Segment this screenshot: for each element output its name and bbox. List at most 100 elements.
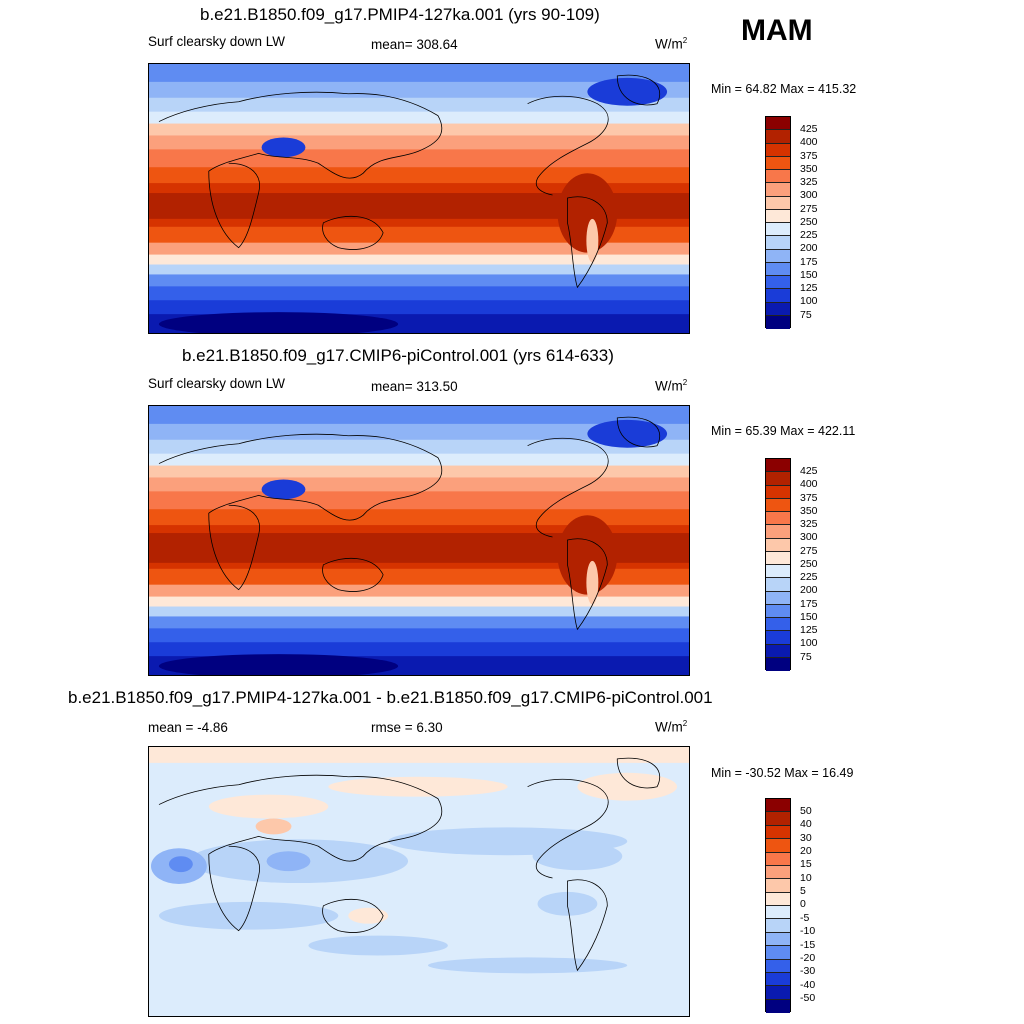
colorbar-1-swatch bbox=[766, 196, 790, 210]
colorbar-2-label: 225 bbox=[800, 571, 818, 583]
colorbar-1-swatch bbox=[766, 236, 790, 250]
colorbar-3-swatch bbox=[766, 946, 790, 960]
colorbar-1-swatch bbox=[766, 315, 790, 329]
colorbar-1-swatch bbox=[766, 117, 790, 131]
season-label: MAM bbox=[741, 14, 813, 47]
panel-2-map-field bbox=[149, 406, 689, 675]
panel-2-colorbar bbox=[765, 458, 791, 671]
colorbar-3-swatch bbox=[766, 906, 790, 920]
colorbar-3-label: -5 bbox=[800, 912, 810, 924]
panel-2-map bbox=[148, 405, 690, 676]
colorbar-2-label: 175 bbox=[800, 598, 818, 610]
colorbar-3-label: -10 bbox=[800, 925, 816, 937]
colorbar-2-swatch bbox=[766, 498, 790, 512]
colorbar-1-swatch bbox=[766, 289, 790, 303]
panel-2-units: W/m2 bbox=[655, 378, 688, 394]
colorbar-1-label: 125 bbox=[800, 282, 818, 294]
colorbar-2-label: 250 bbox=[800, 558, 818, 570]
colorbar-3-swatch bbox=[766, 825, 790, 840]
colorbar-2-swatch bbox=[766, 565, 790, 579]
colorbar-3-label: -30 bbox=[800, 965, 816, 977]
colorbar-1-swatch bbox=[766, 276, 790, 290]
colorbar-1-label: 175 bbox=[800, 256, 818, 268]
colorbar-2-swatch bbox=[766, 578, 790, 592]
colorbar-3-label: -15 bbox=[800, 939, 816, 951]
colorbar-1-label: 325 bbox=[800, 176, 818, 188]
panel-3-colorbar bbox=[765, 798, 791, 1013]
colorbar-2-label: 75 bbox=[800, 651, 812, 663]
colorbar-3-label: 0 bbox=[800, 898, 806, 910]
colorbar-1-label: 350 bbox=[800, 163, 818, 175]
panel-3-minmax: Min = -30.52 Max = 16.49 bbox=[711, 766, 854, 780]
colorbar-1-label: 425 bbox=[800, 123, 818, 135]
colorbar-3-swatch bbox=[766, 799, 790, 813]
colorbar-1-label: 150 bbox=[800, 269, 818, 281]
colorbar-1-swatch bbox=[766, 302, 790, 316]
colorbar-1-swatch bbox=[766, 209, 790, 223]
colorbar-2-label: 200 bbox=[800, 584, 818, 596]
panel-1-map bbox=[148, 63, 690, 334]
colorbar-3-label: 20 bbox=[800, 845, 812, 857]
colorbar-3-swatch bbox=[766, 972, 790, 987]
colorbar-1-label: 200 bbox=[800, 242, 818, 254]
colorbar-3-swatch bbox=[766, 986, 790, 1000]
colorbar-2-label: 400 bbox=[800, 478, 818, 490]
panel-1-map-field bbox=[149, 64, 689, 333]
colorbar-3-swatch bbox=[766, 812, 790, 826]
colorbar-2-swatch bbox=[766, 591, 790, 605]
colorbar-2-label: 125 bbox=[800, 624, 818, 636]
colorbar-3-label: 30 bbox=[800, 832, 812, 844]
colorbar-2-label: 350 bbox=[800, 505, 818, 517]
colorbar-2-label: 300 bbox=[800, 531, 818, 543]
colorbar-2-swatch bbox=[766, 512, 790, 526]
colorbar-1-label: 400 bbox=[800, 136, 818, 148]
colorbar-3-label: 50 bbox=[800, 805, 812, 817]
colorbar-2-swatch bbox=[766, 657, 790, 671]
colorbar-1-swatch bbox=[766, 143, 790, 157]
colorbar-1-swatch bbox=[766, 183, 790, 197]
colorbar-3-swatch bbox=[766, 959, 790, 973]
colorbar-3-label: 10 bbox=[800, 872, 812, 884]
colorbar-3-swatch bbox=[766, 892, 790, 906]
panel-1-minmax: Min = 64.82 Max = 415.32 bbox=[711, 82, 857, 96]
colorbar-1-label: 225 bbox=[800, 229, 818, 241]
colorbar-2-label: 100 bbox=[800, 637, 818, 649]
panel-2-variable-label: Surf clearsky down LW bbox=[148, 376, 286, 391]
panel-2-title: b.e21.B1850.f09_g17.CMIP6-piControl.001 … bbox=[182, 346, 614, 365]
colorbar-2-swatch bbox=[766, 472, 790, 486]
panel-1-colorbar bbox=[765, 116, 791, 329]
colorbar-1-swatch bbox=[766, 223, 790, 237]
colorbar-3-label: 5 bbox=[800, 885, 806, 897]
colorbar-2-label: 375 bbox=[800, 492, 818, 504]
colorbar-1-label: 100 bbox=[800, 295, 818, 307]
colorbar-2-label: 325 bbox=[800, 518, 818, 530]
colorbar-1-swatch bbox=[766, 170, 790, 184]
colorbar-3-label: -40 bbox=[800, 979, 816, 991]
panel-1-title: b.e21.B1850.f09_g17.PMIP4-127ka.001 (yrs… bbox=[200, 5, 600, 24]
colorbar-1-swatch bbox=[766, 156, 790, 170]
colorbar-2-label: 425 bbox=[800, 465, 818, 477]
panel-1-mean-label: mean= 308.64 bbox=[371, 37, 458, 52]
colorbar-3-swatch bbox=[766, 852, 790, 866]
colorbar-3-label: 40 bbox=[800, 818, 812, 830]
colorbar-2-label: 275 bbox=[800, 545, 818, 557]
colorbar-2-swatch bbox=[766, 525, 790, 539]
colorbar-1-label: 375 bbox=[800, 150, 818, 162]
colorbar-3-label: 15 bbox=[800, 858, 812, 870]
colorbar-3-swatch bbox=[766, 839, 790, 853]
panel-1-units: W/m2 bbox=[655, 36, 688, 52]
colorbar-1-swatch bbox=[766, 249, 790, 263]
colorbar-1-label: 75 bbox=[800, 309, 812, 321]
colorbar-3-swatch bbox=[766, 999, 790, 1013]
panel-3-map-field bbox=[149, 747, 689, 1016]
panel-3-units: W/m2 bbox=[655, 719, 688, 735]
colorbar-1-swatch bbox=[766, 262, 790, 276]
panel-1-variable-label: Surf clearsky down LW bbox=[148, 34, 286, 49]
colorbar-2-swatch bbox=[766, 551, 790, 565]
colorbar-1-label: 250 bbox=[800, 216, 818, 228]
colorbar-3-label: -50 bbox=[800, 992, 816, 1004]
panel-2-minmax: Min = 65.39 Max = 422.11 bbox=[711, 424, 856, 438]
colorbar-2-swatch bbox=[766, 644, 790, 658]
colorbar-1-swatch bbox=[766, 130, 790, 144]
colorbar-3-swatch bbox=[766, 919, 790, 933]
